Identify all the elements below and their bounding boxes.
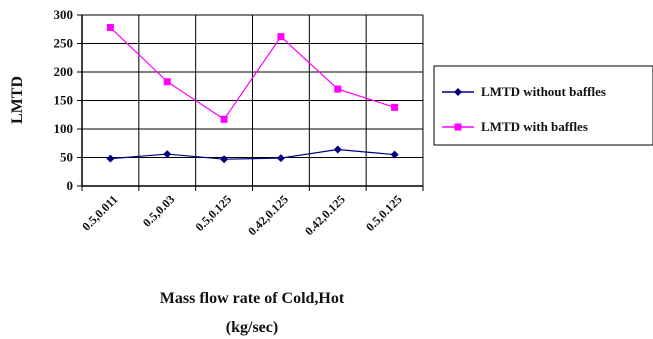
x-tick-label: 0.5,0.125: [363, 192, 405, 234]
axes: [77, 14, 424, 191]
data-point: [106, 24, 114, 32]
x-tick-label: 0.5,0.03: [140, 192, 177, 229]
data-point: [333, 145, 342, 154]
y-tick-label: 250: [54, 36, 74, 51]
legend-item: LMTD without baffles: [442, 84, 606, 99]
x-tick-label: 0.5,0.125: [192, 192, 234, 234]
grid: [81, 14, 424, 187]
x-tick-label: 0.42,0.125: [245, 192, 291, 238]
y-tick-label: 100: [54, 121, 74, 136]
x-axis-title-line1: Mass flow rate of Cold,Hot: [160, 290, 345, 307]
legend-marker: [454, 88, 462, 96]
y-tick-label: 50: [60, 150, 73, 165]
data-point: [277, 33, 285, 41]
series: [106, 24, 399, 164]
legend-box: [433, 65, 653, 146]
y-tick-label: 150: [54, 93, 74, 108]
data-point: [390, 150, 399, 159]
data-point: [391, 103, 399, 111]
y-tick-label: 200: [54, 64, 74, 79]
x-axis-title-line2: (kg/sec): [226, 319, 278, 336]
legend: LMTD without baffles LMTD with baffles: [433, 65, 653, 146]
x-tick-label: 0.42,0.125: [302, 192, 348, 238]
data-point: [276, 154, 285, 163]
series-line: [110, 148, 395, 160]
legend-label: LMTD without baffles: [481, 84, 606, 99]
y-tick-label: 0: [67, 178, 74, 193]
data-point: [220, 115, 228, 123]
series-line: [110, 27, 395, 121]
y-tick-labels: 0 50 100 150 200 250 300: [54, 7, 74, 193]
data-point: [220, 155, 229, 164]
data-point: [334, 85, 342, 93]
x-tick-labels: 0.5,0.011 0.5,0.03 0.5,0.125 0.42,0.125 0.42…: [79, 192, 404, 238]
data-point: [163, 78, 171, 86]
data-point: [163, 150, 172, 159]
legend-marker: [454, 123, 462, 131]
series-with-baffles: [106, 24, 399, 123]
legend-label: LMTD with baffles: [481, 119, 588, 134]
y-tick-label: 300: [54, 7, 74, 22]
series-without-baffles: [106, 145, 399, 164]
data-point: [106, 154, 115, 163]
x-tick-label: 0.5,0.011: [79, 192, 120, 233]
legend-item: LMTD with baffles: [442, 119, 588, 134]
y-axis-title: LMTD: [9, 76, 26, 124]
